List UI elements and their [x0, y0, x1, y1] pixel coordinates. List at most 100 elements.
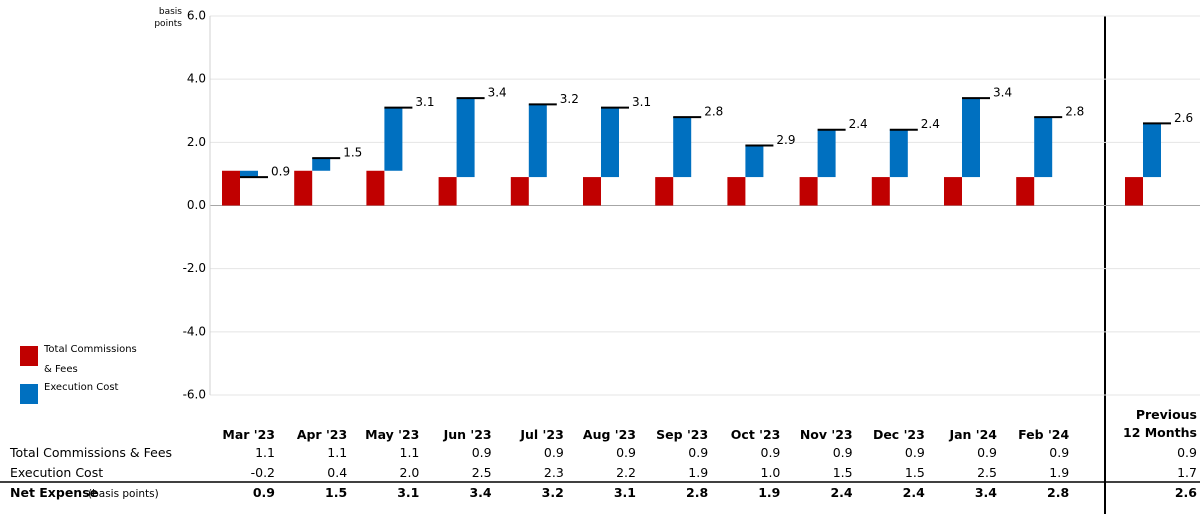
column-header: May '23: [365, 427, 420, 442]
row-label: Net Expense: [10, 485, 99, 500]
commission-cell: 0.9: [832, 445, 853, 460]
column-header: Jul '23: [520, 427, 564, 442]
column-header: Jun '23: [443, 427, 492, 442]
execution-bar: [312, 158, 331, 171]
commission-bar: [655, 177, 674, 206]
net-label: 3.2: [560, 92, 579, 106]
execution-bar: [817, 129, 836, 178]
commission-cell: 0.9: [904, 445, 925, 460]
execution-cell: 1.9: [688, 465, 709, 480]
execution-bar: [889, 129, 908, 178]
execution-cell: 1.5: [904, 465, 925, 480]
net-label: 2.6: [1174, 111, 1193, 125]
execution-bar: [673, 117, 692, 178]
commission-bar: [944, 177, 962, 206]
net-cell: 1.5: [325, 485, 348, 500]
commission-cell: 1.1: [399, 445, 420, 460]
legend-label: Execution Cost: [44, 382, 119, 393]
execution-bar: [1034, 117, 1053, 178]
column-header: Jan '24: [949, 427, 997, 442]
commission-bar: [510, 177, 529, 206]
net-label: 3.1: [632, 95, 651, 109]
execution-cell: 1.7: [1177, 465, 1197, 480]
legend-swatch: [20, 384, 38, 404]
net-cell: 3.1: [397, 485, 420, 500]
execution-bar: [745, 145, 764, 178]
y-axis-label: basis points: [154, 7, 182, 29]
execution-cell: 2.2: [616, 465, 636, 480]
column-header: Oct '23: [730, 427, 781, 442]
net-cell: 0.9: [252, 485, 275, 500]
execution-cell: 1.5: [832, 465, 853, 480]
commission-bar: [1016, 177, 1035, 206]
execution-cell: 0.4: [327, 465, 348, 480]
net-cell: 1.9: [758, 485, 781, 500]
commission-cell: 1.1: [327, 445, 348, 460]
net-cell: 2.8: [686, 485, 709, 500]
legend-swatch: [20, 346, 38, 366]
execution-bar: [1143, 123, 1161, 178]
execution-bar: [384, 107, 403, 171]
y-tick-label: 0.0: [187, 198, 206, 212]
net-cell: 3.4: [469, 485, 492, 500]
column-header: Feb '24: [1018, 427, 1070, 442]
commission-cell: 0.9: [1177, 445, 1197, 460]
commission-bar: [294, 170, 313, 206]
execution-bar: [601, 107, 619, 178]
execution-cell: 1.0: [760, 465, 781, 480]
net-label: 3.1: [415, 95, 434, 109]
net-cell: 3.4: [974, 485, 997, 500]
commission-cell: 0.9: [543, 445, 564, 460]
net-label: 3.4: [488, 86, 507, 100]
commission-bar: [1125, 177, 1143, 206]
column-header: Dec '23: [872, 427, 925, 442]
execution-bar: [528, 104, 547, 178]
column-header: Aug '23: [582, 427, 636, 442]
commission-bar: [583, 177, 601, 206]
y-tick-label: 6.0: [187, 9, 206, 23]
execution-cell: 2.0: [399, 465, 420, 480]
commission-bar: [366, 170, 385, 206]
net-cell: 2.8: [1047, 485, 1070, 500]
commission-bar: [438, 177, 457, 206]
y-tick-label: -4.0: [183, 324, 206, 338]
net-label: 2.4: [849, 117, 868, 131]
net-label: 1.5: [343, 146, 362, 160]
net-label: 2.4: [921, 117, 940, 131]
row-label: Total Commissions & Fees: [10, 445, 173, 460]
execution-bar: [240, 170, 258, 178]
commission-cell: 0.9: [760, 445, 781, 460]
commission-bar: [727, 177, 746, 206]
net-label: 2.8: [1065, 105, 1084, 119]
execution-cell: -0.2: [250, 465, 275, 480]
y-tick-label: -2.0: [183, 261, 206, 275]
net-label: 0.9: [271, 165, 290, 179]
execution-bar: [456, 98, 475, 178]
y-tick-label: 4.0: [187, 72, 206, 86]
net-cell: 2.4: [902, 485, 925, 500]
column-header: Previous 12 Months: [1123, 407, 1197, 440]
column-header: Apr '23: [296, 427, 348, 442]
execution-cell: 2.3: [543, 465, 564, 480]
commission-bar: [222, 170, 240, 206]
execution-cell: 2.5: [471, 465, 492, 480]
execution-bar: [962, 98, 980, 178]
row-unit: (basis points): [88, 488, 159, 500]
commission-cell: 0.9: [616, 445, 636, 460]
y-tick-label: -6.0: [183, 388, 206, 402]
column-header: Sep '23: [656, 427, 709, 442]
commission-cell: 0.9: [1049, 445, 1070, 460]
column-header: Nov '23: [799, 427, 853, 442]
net-label: 3.4: [993, 86, 1012, 100]
commission-cell: 1.1: [255, 445, 275, 460]
net-cell: 3.1: [613, 485, 636, 500]
y-tick-label: 2.0: [187, 135, 206, 149]
commission-cell: 0.9: [688, 445, 709, 460]
commission-bar: [799, 177, 818, 206]
net-cell: 3.2: [541, 485, 564, 500]
column-header: Mar '23: [222, 427, 275, 442]
row-label: Execution Cost: [10, 465, 104, 480]
legend-label: Total Commissions & Fees: [44, 344, 137, 375]
net-label: 2.9: [776, 133, 795, 147]
